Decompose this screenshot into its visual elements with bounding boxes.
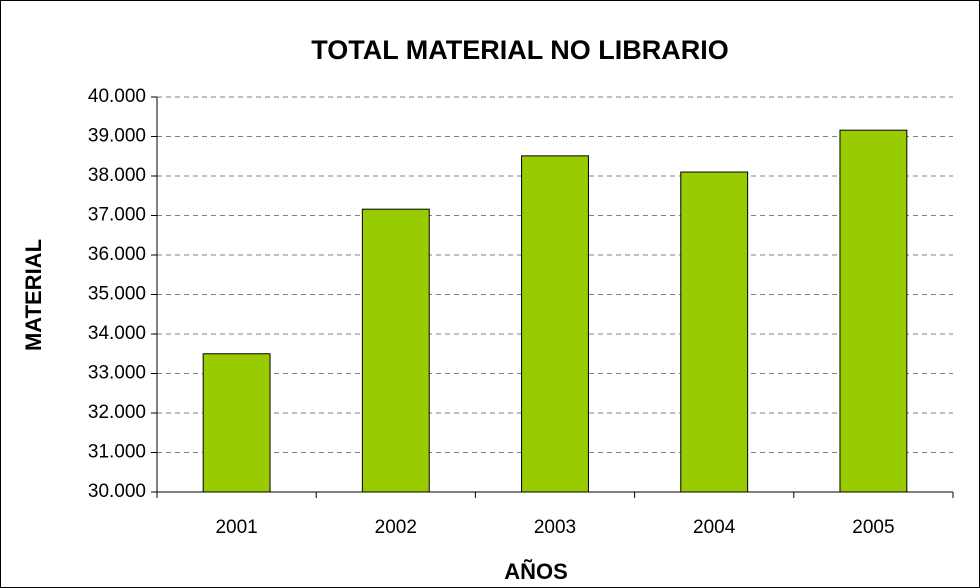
x-tick-label: 2002 (375, 517, 417, 538)
y-tick-label: 40.000 (88, 86, 146, 107)
x-tick-label: 2005 (852, 517, 894, 538)
bar (680, 171, 749, 493)
bar (839, 129, 908, 493)
x-tick-label: 2001 (215, 517, 257, 538)
y-tick-label: 36.000 (88, 244, 146, 265)
x-axis-label: AÑOS (504, 559, 568, 584)
y-tick-label: 32.000 (88, 402, 146, 423)
y-tick-label: 37.000 (88, 205, 146, 226)
y-tick-label: 31.000 (88, 442, 146, 463)
x-tick-label: 2003 (534, 517, 576, 538)
bar (361, 208, 430, 493)
bar (202, 353, 271, 493)
y-axis-label: MATERIAL (21, 239, 46, 351)
y-tick-label: 34.000 (88, 323, 146, 344)
x-tick-label: 2004 (693, 517, 736, 538)
y-tick-label: 38.000 (88, 165, 146, 186)
y-tick-label: 33.000 (88, 363, 146, 384)
bar (521, 155, 589, 493)
y-tick-label: 35.000 (88, 284, 146, 305)
chart-title: TOTAL MATERIAL NO LIBRARIO (311, 35, 729, 65)
y-tick-label: 39.000 (88, 126, 146, 147)
y-tick-label: 30.000 (88, 481, 146, 502)
